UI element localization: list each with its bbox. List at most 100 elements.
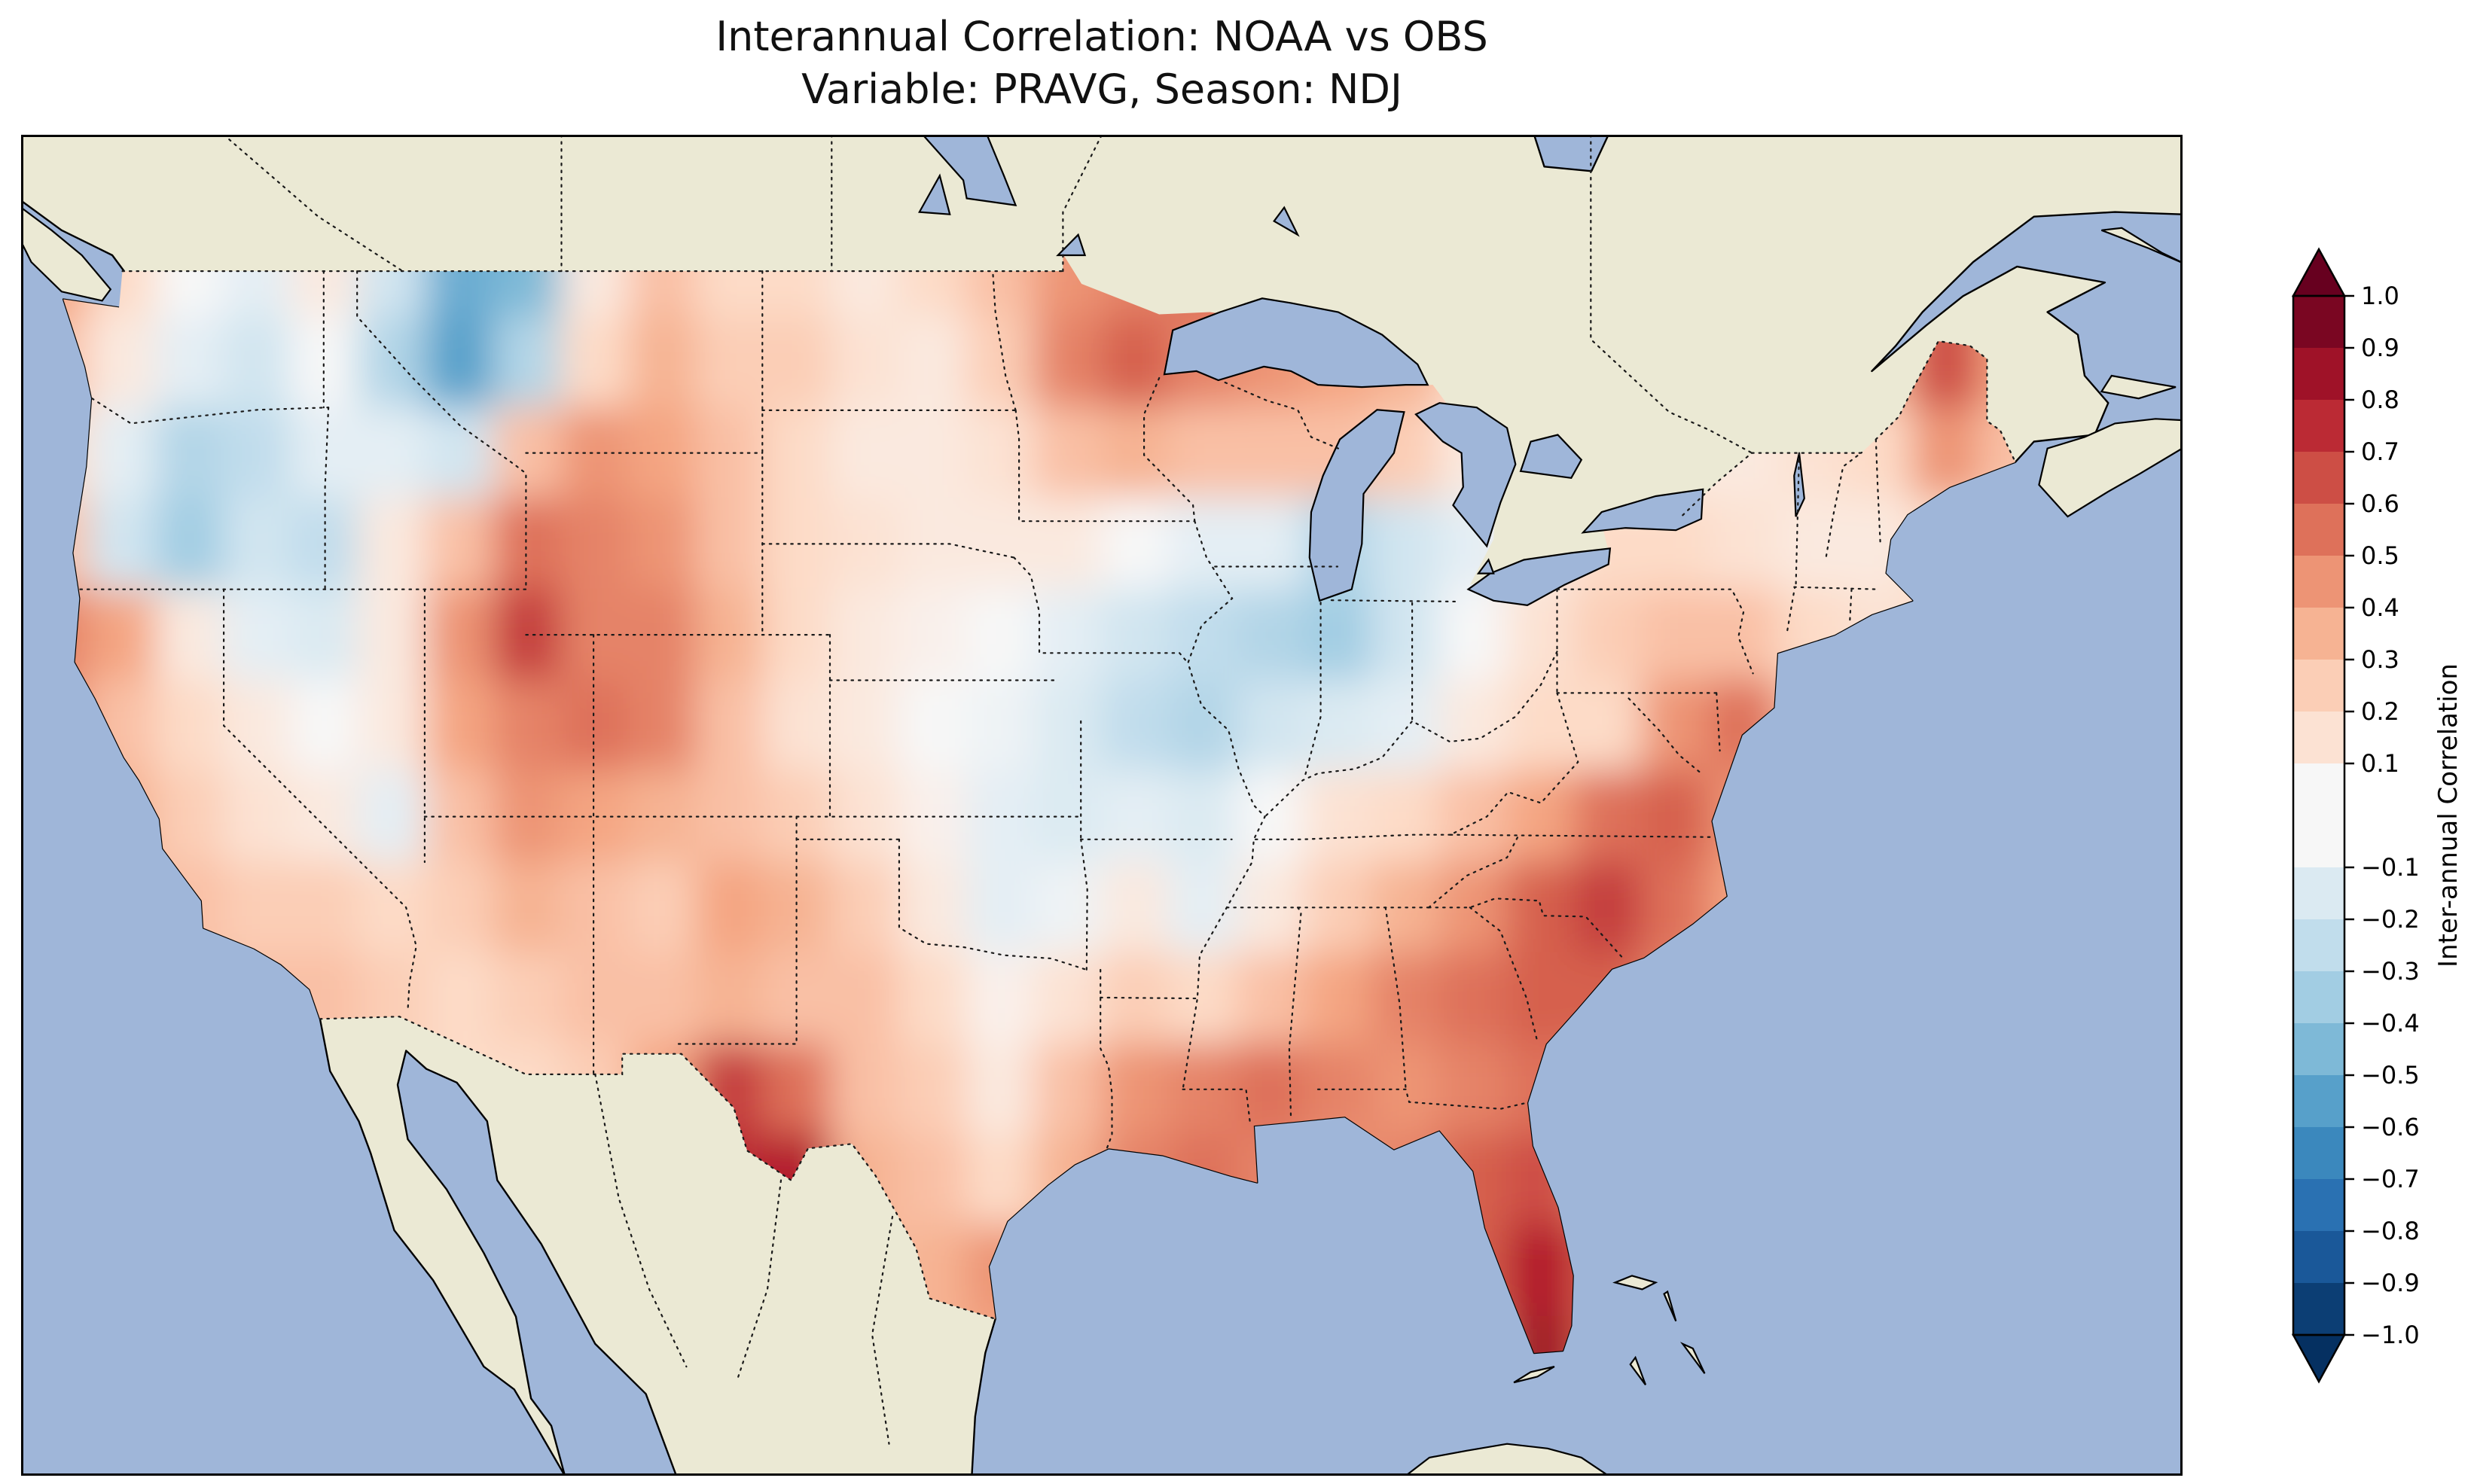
border-line bbox=[1182, 520, 1266, 1090]
colorbar-tick-label: −0.6 bbox=[2361, 1113, 2420, 1141]
island bbox=[1663, 1290, 1677, 1322]
island bbox=[21, 206, 112, 302]
lake bbox=[1793, 453, 1805, 517]
border-line bbox=[1224, 381, 1339, 449]
border-line bbox=[1288, 907, 1302, 1120]
colorbar-tick-label: −0.4 bbox=[2361, 1009, 2420, 1038]
border-line bbox=[1013, 556, 1189, 664]
island bbox=[1513, 1366, 1555, 1384]
border-line bbox=[675, 815, 798, 1045]
border-line bbox=[324, 407, 330, 590]
colorbar-tick-label: 0.3 bbox=[2361, 645, 2399, 674]
border-line bbox=[1254, 833, 1451, 840]
border-line bbox=[992, 270, 1017, 411]
figure-title-line1: Interannual Correlation: NOAA vs OBS bbox=[715, 13, 1488, 60]
island bbox=[2100, 374, 2177, 400]
colorbar-tick-label: 0.2 bbox=[2361, 697, 2399, 726]
island bbox=[2038, 418, 2183, 518]
island bbox=[1404, 1443, 1610, 1476]
colorbar-axis-label: Inter-annual Correlation bbox=[2433, 663, 2463, 967]
colorbar-extend-min bbox=[2291, 1333, 2347, 1384]
lake bbox=[1414, 402, 1517, 548]
border-line bbox=[1556, 588, 1754, 675]
border-line bbox=[1304, 602, 1322, 779]
border-line bbox=[1182, 1088, 1252, 1127]
islands bbox=[21, 206, 2183, 1476]
colorbar-tick-label: 1.0 bbox=[2361, 282, 2399, 310]
border-line bbox=[1875, 438, 1881, 543]
border-line bbox=[223, 588, 417, 1011]
border-line bbox=[736, 1179, 782, 1382]
border-line bbox=[1062, 135, 1103, 273]
colorbar-tick-label: −1.0 bbox=[2361, 1321, 2420, 1349]
lake bbox=[1273, 206, 1300, 237]
colorbar-tick-label: 0.4 bbox=[2361, 593, 2399, 622]
colorbar-tick-label: −0.1 bbox=[2361, 853, 2420, 882]
island bbox=[2101, 227, 2183, 264]
border-line bbox=[1143, 376, 1196, 523]
border-line bbox=[1330, 599, 1460, 603]
border-line bbox=[1264, 651, 1558, 818]
colorbar-outline bbox=[2292, 294, 2346, 1336]
border-line bbox=[1316, 1088, 1527, 1110]
colorbar-tick-label: −0.8 bbox=[2361, 1217, 2420, 1245]
border-line bbox=[594, 1073, 688, 1368]
lake bbox=[1466, 547, 1612, 607]
lake bbox=[1519, 434, 1583, 479]
colorbar-tick-label: −0.3 bbox=[2361, 957, 2420, 986]
border-line bbox=[1449, 692, 1579, 836]
border-line bbox=[1716, 692, 1721, 752]
border-line bbox=[1428, 833, 1520, 909]
border-line bbox=[91, 398, 330, 425]
border-line bbox=[1014, 409, 1196, 523]
border-line bbox=[1080, 838, 1088, 971]
correlation-map bbox=[21, 135, 2183, 1476]
colorbar-tick-label: 0.7 bbox=[2361, 437, 2399, 466]
figure-title-line2: Variable: PRAVG, Season: NDJ bbox=[801, 66, 1402, 114]
lake bbox=[918, 173, 951, 215]
colorbar-tick-label: 0.9 bbox=[2361, 334, 2399, 362]
colorbar-ticks: 1.0 0.9 0.8 0.7 0.6 0.5 0.4 0.3 0.2 0.1 −0.1 −0.2 −0… bbox=[2344, 282, 2420, 1349]
border-line bbox=[356, 270, 527, 590]
border-line bbox=[761, 543, 1015, 559]
island bbox=[1612, 1275, 1658, 1291]
border-line bbox=[898, 838, 1088, 971]
map-frame bbox=[21, 135, 2183, 1476]
lake bbox=[921, 135, 1017, 206]
colorbar-tick-label: −0.5 bbox=[2361, 1061, 2420, 1089]
lake bbox=[1581, 488, 1704, 534]
border-line bbox=[1786, 586, 1796, 632]
colorbar-tick-label: 0.5 bbox=[2361, 541, 2399, 570]
border-line bbox=[1875, 340, 2017, 463]
colorbar-extend-max bbox=[2291, 247, 2347, 297]
border-line bbox=[1795, 452, 1801, 588]
island bbox=[1679, 1342, 1706, 1374]
lakes bbox=[918, 135, 1805, 607]
colorbar-tick-label: 0.8 bbox=[2361, 385, 2399, 414]
border-line bbox=[1793, 586, 1880, 590]
colorbar-tick-label: −0.7 bbox=[2361, 1165, 2420, 1193]
border-line bbox=[1100, 968, 1113, 1150]
colorbar-segments bbox=[2293, 296, 2344, 1335]
colorbar-tick-label: −0.9 bbox=[2361, 1269, 2420, 1297]
border-line bbox=[1825, 451, 1863, 557]
figure-title: Interannual Correlation: NOAA vs OBS Var… bbox=[21, 11, 2183, 116]
colorbar-tick-label: 0.1 bbox=[2361, 749, 2399, 778]
border-line bbox=[1627, 697, 1703, 775]
lake bbox=[1476, 558, 1495, 574]
colorbar-tick-label: −0.2 bbox=[2361, 905, 2420, 934]
colorbar: 1.0 0.9 0.8 0.7 0.6 0.5 0.4 0.3 0.2 0.1 −0.1 −0.2 −0… bbox=[2291, 247, 2463, 1384]
border-line bbox=[1682, 452, 1753, 517]
lake bbox=[1308, 409, 1405, 602]
border-line bbox=[871, 1215, 894, 1445]
border-line bbox=[1590, 135, 1753, 454]
lake bbox=[1056, 233, 1087, 257]
lake bbox=[1163, 297, 1429, 389]
border-line bbox=[1849, 588, 1853, 621]
island bbox=[1629, 1355, 1647, 1385]
colorbar-tick-label: 0.6 bbox=[2361, 489, 2399, 518]
state-borders bbox=[79, 135, 2017, 1445]
border-line bbox=[1449, 833, 1716, 838]
border-line bbox=[319, 1016, 996, 1320]
